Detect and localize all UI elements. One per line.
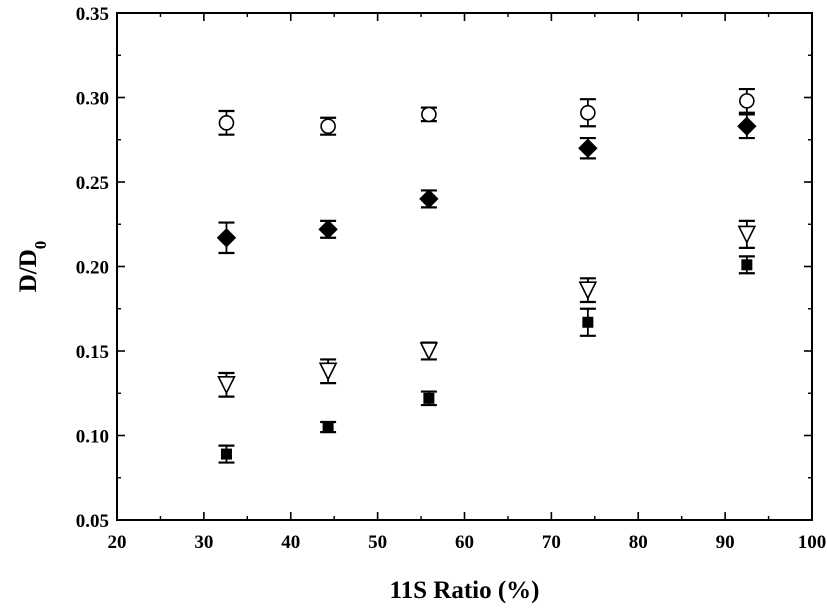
y-axis-title-main: D/D (15, 249, 42, 292)
y-axis-title-subscript: 0 (31, 241, 50, 250)
data-point-filled-diamond (419, 189, 439, 209)
y-tick-label: 0.05 (76, 511, 109, 532)
data-point-open-circle (218, 115, 235, 131)
data-point-open-triangle (318, 362, 338, 382)
data-point-open-triangle (217, 375, 236, 395)
data-point-open-triangle (737, 225, 757, 245)
data-point-filled-square (423, 392, 435, 404)
data-point-open-circle (739, 93, 755, 109)
y-tick-label: 0.30 (76, 89, 109, 110)
x-tick-label: 70 (542, 532, 561, 553)
x-tick-label: 90 (716, 532, 735, 553)
x-tick-label: 30 (194, 532, 213, 553)
data-point-filled-diamond (578, 138, 598, 158)
data-point-open-circle (580, 104, 596, 121)
x-tick-label: 40 (281, 532, 300, 553)
y-tick-label: 0.35 (76, 4, 109, 25)
plot-frame (116, 12, 813, 521)
data-point-open-triangle (419, 342, 439, 361)
data-point-filled-square (220, 448, 232, 460)
data-point-filled-square (582, 316, 594, 328)
data-point-filled-square (741, 259, 753, 271)
x-tick-label: 50 (368, 532, 387, 553)
x-tick-label: 60 (455, 532, 474, 553)
y-tick-label: 0.10 (76, 427, 109, 448)
y-tick-label: 0.15 (76, 342, 109, 363)
data-point-open-triangle (578, 281, 598, 300)
data-point-filled-diamond (318, 219, 338, 240)
data-point-open-circle (421, 106, 437, 123)
x-tick-label: 20 (108, 532, 127, 553)
y-tick-label: 0.25 (76, 173, 109, 194)
data-point-open-circle (320, 118, 336, 135)
data-point-filled-square (322, 421, 334, 433)
data-point-filled-diamond (216, 228, 237, 248)
y-tick-label: 0.20 (76, 258, 109, 279)
x-tick-label: 80 (629, 532, 648, 553)
x-tick-label: 100 (798, 532, 827, 553)
x-axis-title: 11S Ratio (%) (390, 577, 540, 604)
marks-layer (216, 87, 757, 464)
y-axis-title: D/D0 (15, 241, 50, 293)
ticks-layer: 20 30 40 50 60 70 80 90 100 0.05 0.10 0.15 0.20 0.25 0… (76, 4, 827, 553)
data-point-filled-diamond (737, 116, 757, 136)
